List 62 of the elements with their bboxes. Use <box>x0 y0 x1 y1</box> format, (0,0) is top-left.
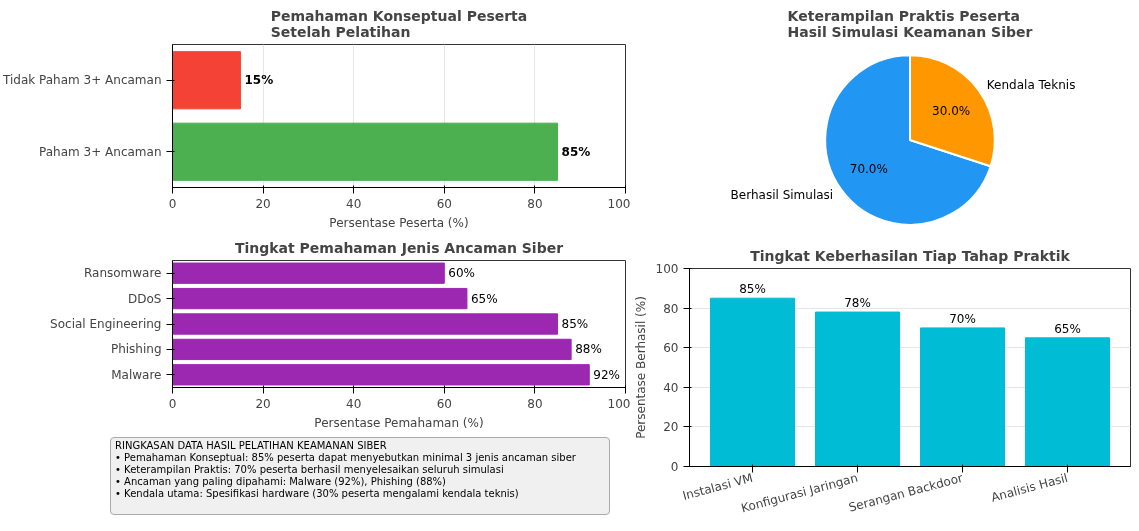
y-axis-title: Persentase Berhasil (%) <box>633 296 648 439</box>
data-label: 85% <box>739 282 766 297</box>
x-tick-label: 60 <box>436 396 452 411</box>
data-label: 70% <box>949 311 976 326</box>
x-axis-title: Persentase Pemahaman (%) <box>314 415 484 430</box>
data-label: 88% <box>575 342 602 357</box>
chart-title: Tingkat Keberhasilan Tiap Tahap Praktik <box>750 247 1071 264</box>
bar <box>710 297 795 467</box>
data-label: 15% <box>244 73 274 88</box>
bar <box>815 311 900 467</box>
y-tick-label: Tidak Paham 3+ Ancaman <box>2 73 162 88</box>
text: • Pemahaman Konseptual: 85% peserta dapat menyebutkan minimal 3 jenis ancaman siber <box>115 452 576 463</box>
bar <box>172 338 572 361</box>
x-tick-label: 0 <box>168 396 177 411</box>
bar <box>172 287 468 310</box>
bar <box>1025 337 1110 467</box>
x-tick-label: 80 <box>527 196 543 211</box>
y-tick-label: Phishing <box>110 342 162 357</box>
data-label: 85% <box>561 144 591 159</box>
data-label: 65% <box>470 291 498 306</box>
text: • Ancaman yang paling dipahami: Malware (92%), Phishing (88%) <box>115 476 447 487</box>
y-tick-label: 80 <box>663 301 679 316</box>
chart-title: Pemahaman Konseptual Peserta Setelah Pelatihan <box>270 7 528 40</box>
chart-title: Tingkat Pemahaman Jenis Ancaman Siber <box>234 239 564 256</box>
y-tick-label: 0 <box>670 460 679 474</box>
text: • Keterampilan Praktis: 70% peserta berhasil menyelesaikan seluruh simulasi <box>115 464 504 475</box>
y-tick-label: Malware <box>111 367 162 382</box>
x-tick-label: 0 <box>168 196 177 211</box>
data-label: 60% <box>448 266 475 281</box>
data-label: 65% <box>1054 321 1081 336</box>
data-label: 92% <box>593 367 620 382</box>
x-tick-label: 60 <box>436 196 452 211</box>
y-tick-label: Ransomware <box>83 266 162 281</box>
x-tick-label: 80 <box>527 396 543 411</box>
bar <box>172 262 445 284</box>
x-tick-label: 20 <box>255 196 271 211</box>
y-tick-label: 100 <box>655 262 679 276</box>
x-tick-label: 100 <box>607 396 631 411</box>
data-label: 78% <box>844 296 871 311</box>
y-tick-label: Social Engineering <box>50 317 162 331</box>
bar <box>172 313 559 335</box>
x-tick-label: 100 <box>607 196 631 211</box>
slice-label: Kendala Teknis <box>986 78 1076 93</box>
x-tick-label: 40 <box>346 196 362 211</box>
y-tick-label: 20 <box>663 420 679 435</box>
text: RINGKASAN DATA HASIL PELATIHAN KEAMANAN SIBER <box>115 440 387 451</box>
bar <box>172 364 590 386</box>
slice-label: Berhasil Simulasi <box>730 187 834 202</box>
bar <box>920 327 1005 467</box>
data-label: 70.0% <box>849 162 888 177</box>
x-tick-label: 40 <box>346 396 362 411</box>
data-label: 30.0% <box>932 103 971 118</box>
data-label: 85% <box>561 317 589 331</box>
y-tick-label: 40 <box>663 380 679 395</box>
x-axis-title: Persentase Peserta (%) <box>329 215 469 230</box>
y-tick-label: Paham 3+ Ancaman <box>39 144 162 159</box>
x-tick-label: 20 <box>255 396 271 411</box>
chart-title: Keterampilan Praktis Peserta Hasil Simulasi Keamanan Siber <box>787 7 1033 40</box>
y-tick-label: 60 <box>663 341 679 356</box>
x-tick-label: Analisis Hasil <box>989 470 1070 505</box>
text: • Kendala utama: Spesifikasi hardware (30% peserta mengalami kendala teknis) <box>115 488 519 499</box>
y-tick-label: DDoS <box>128 291 162 306</box>
